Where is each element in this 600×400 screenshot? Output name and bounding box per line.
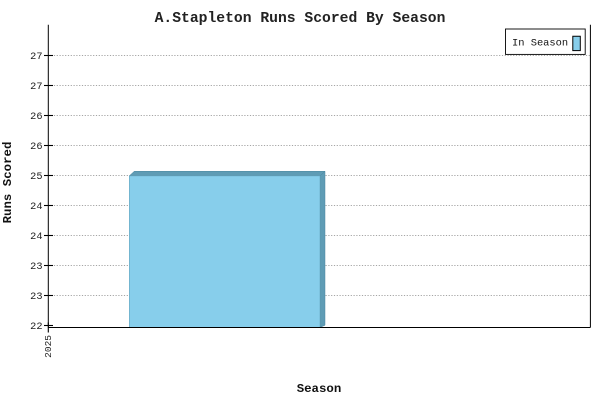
svg-text:27: 27 [30,51,42,63]
svg-text:26: 26 [30,141,42,153]
svg-text:23: 23 [30,291,42,303]
svg-text:24: 24 [30,201,42,213]
svg-text:Season: Season [297,382,342,396]
svg-text:Runs Scored: Runs Scored [1,142,15,224]
svg-text:24: 24 [30,231,42,243]
svg-text:23: 23 [30,261,42,273]
svg-text:27: 27 [30,81,42,93]
svg-text:2025: 2025 [43,335,54,358]
svg-text:26: 26 [30,111,42,123]
svg-text:22: 22 [30,321,42,333]
svg-text:25: 25 [30,171,42,183]
svg-text:In Season: In Season [512,38,568,50]
